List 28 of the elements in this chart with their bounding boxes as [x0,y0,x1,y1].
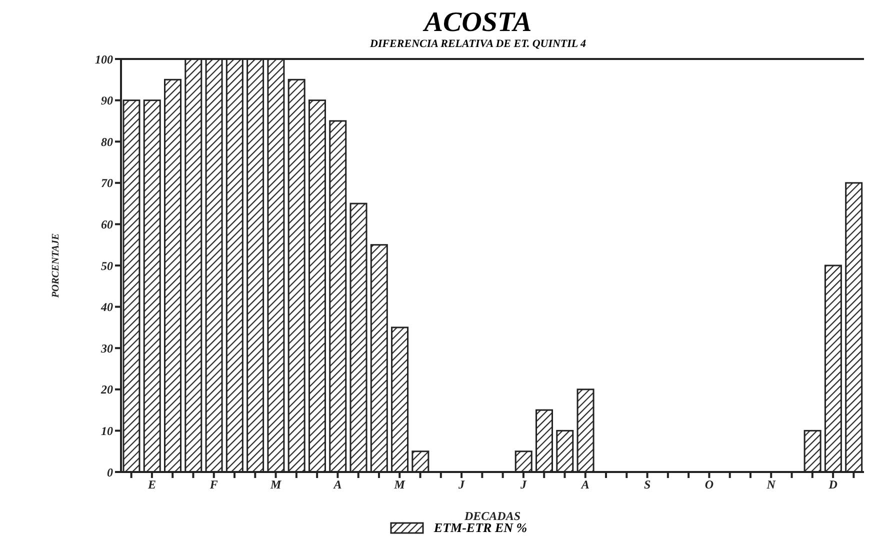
y-axis-title: PORCENTAJE [50,232,62,298]
x-tick-label: A [332,478,342,492]
x-tick-label: D [828,478,838,492]
chart-title: ACOSTA [422,7,533,38]
y-tick-label: 0 [107,465,113,480]
y-tick-label: 10 [101,424,113,438]
x-tick-label: M [393,478,406,492]
y-tick-label: 80 [101,134,113,149]
y-tick-label: 100 [95,52,113,66]
y-tick-label: 40 [100,300,113,314]
x-tick-label: E [146,478,156,492]
y-tick-label: 30 [100,341,113,356]
x-tick-label: O [704,478,714,492]
y-tick-label: 70 [101,176,113,190]
x-tick-label: F [208,478,218,492]
x-tick-label: N [766,478,777,492]
x-tick-label: S [644,478,651,492]
y-tick-label: 20 [100,382,113,397]
x-tick-label: J [519,478,528,492]
x-tick-label: A [580,478,590,492]
y-tick-label: 90 [101,94,113,108]
x-axis-title: DECADAS [463,509,521,523]
legend-label: ETM-ETR EN % [434,520,528,536]
x-tick-label: M [269,478,282,492]
y-tick-label: 60 [101,217,113,232]
x-tick-label: J [458,478,466,492]
y-tick-label: 50 [101,258,113,273]
chart-subtitle: DIFERENCIA RELATIVA DE ET. QUINTIL 4 [369,38,587,51]
